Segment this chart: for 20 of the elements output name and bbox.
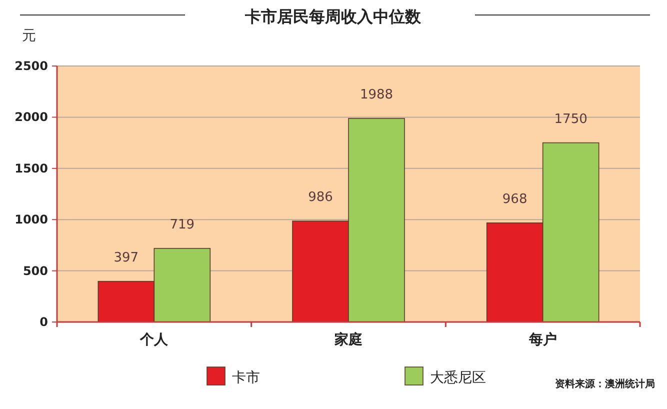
legend-label: 大悉尼区 (430, 370, 486, 386)
chart-title: 卡市居民每周收入中位数 (244, 7, 422, 26)
y-tick-label: 2000 (14, 110, 48, 124)
data-label: 397 (114, 250, 139, 266)
text: 资料来源：澳洲统计局 (555, 378, 655, 390)
data-label: 968 (502, 192, 528, 207)
data-label: 1988 (360, 87, 394, 102)
y-tick-label: 500 (22, 264, 48, 278)
data-label: 719 (170, 217, 195, 232)
x-tick-label: 个人 (139, 332, 170, 348)
y-tick-label: 1000 (14, 212, 48, 227)
y-tick-label: 0 (40, 315, 48, 329)
data-label: 1750 (554, 112, 588, 127)
y-tick-label: 1500 (14, 161, 48, 176)
x-tick-label: 家庭 (334, 331, 362, 348)
legend-label: 卡市 (232, 370, 260, 386)
x-tick-label: 每户 (528, 331, 557, 348)
y-axis-title: 元 (22, 28, 36, 44)
y-tick-label: 2500 (14, 59, 48, 73)
data-label: 986 (308, 190, 333, 206)
